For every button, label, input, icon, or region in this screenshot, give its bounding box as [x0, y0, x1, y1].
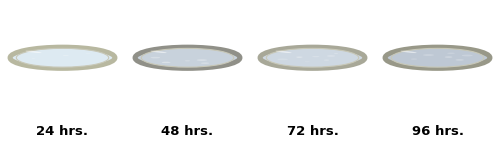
Ellipse shape [462, 55, 473, 56]
Ellipse shape [400, 51, 416, 53]
Ellipse shape [184, 60, 190, 61]
Ellipse shape [86, 53, 90, 54]
Ellipse shape [444, 56, 452, 58]
Ellipse shape [384, 47, 490, 69]
Ellipse shape [63, 55, 69, 56]
Ellipse shape [9, 47, 116, 69]
Ellipse shape [447, 53, 455, 54]
Ellipse shape [135, 47, 240, 68]
Ellipse shape [10, 47, 116, 69]
Ellipse shape [201, 62, 209, 64]
Ellipse shape [260, 47, 365, 68]
Ellipse shape [456, 59, 464, 61]
Ellipse shape [10, 47, 115, 68]
Ellipse shape [304, 61, 310, 62]
Text: 96 hrs.: 96 hrs. [412, 124, 464, 138]
Ellipse shape [385, 47, 490, 68]
Ellipse shape [324, 60, 330, 61]
Ellipse shape [134, 47, 241, 69]
Ellipse shape [134, 47, 240, 69]
Ellipse shape [32, 58, 36, 59]
Ellipse shape [150, 57, 160, 58]
Text: 48 hrs.: 48 hrs. [162, 124, 214, 138]
Text: 72 hrs.: 72 hrs. [286, 124, 339, 138]
Ellipse shape [16, 48, 108, 67]
Ellipse shape [142, 48, 234, 67]
Ellipse shape [26, 51, 42, 53]
Ellipse shape [259, 47, 366, 69]
Ellipse shape [327, 55, 336, 57]
Ellipse shape [423, 54, 434, 56]
Ellipse shape [312, 56, 320, 57]
Ellipse shape [296, 57, 303, 58]
Ellipse shape [334, 53, 338, 54]
Ellipse shape [392, 48, 484, 67]
Ellipse shape [296, 57, 302, 58]
Ellipse shape [384, 47, 491, 69]
Text: 24 hrs.: 24 hrs. [36, 124, 88, 138]
Ellipse shape [162, 62, 170, 63]
Ellipse shape [278, 58, 288, 60]
Ellipse shape [276, 51, 291, 53]
Ellipse shape [411, 58, 417, 60]
Ellipse shape [260, 47, 366, 69]
Ellipse shape [196, 59, 207, 61]
Ellipse shape [266, 48, 358, 67]
Ellipse shape [150, 51, 166, 53]
